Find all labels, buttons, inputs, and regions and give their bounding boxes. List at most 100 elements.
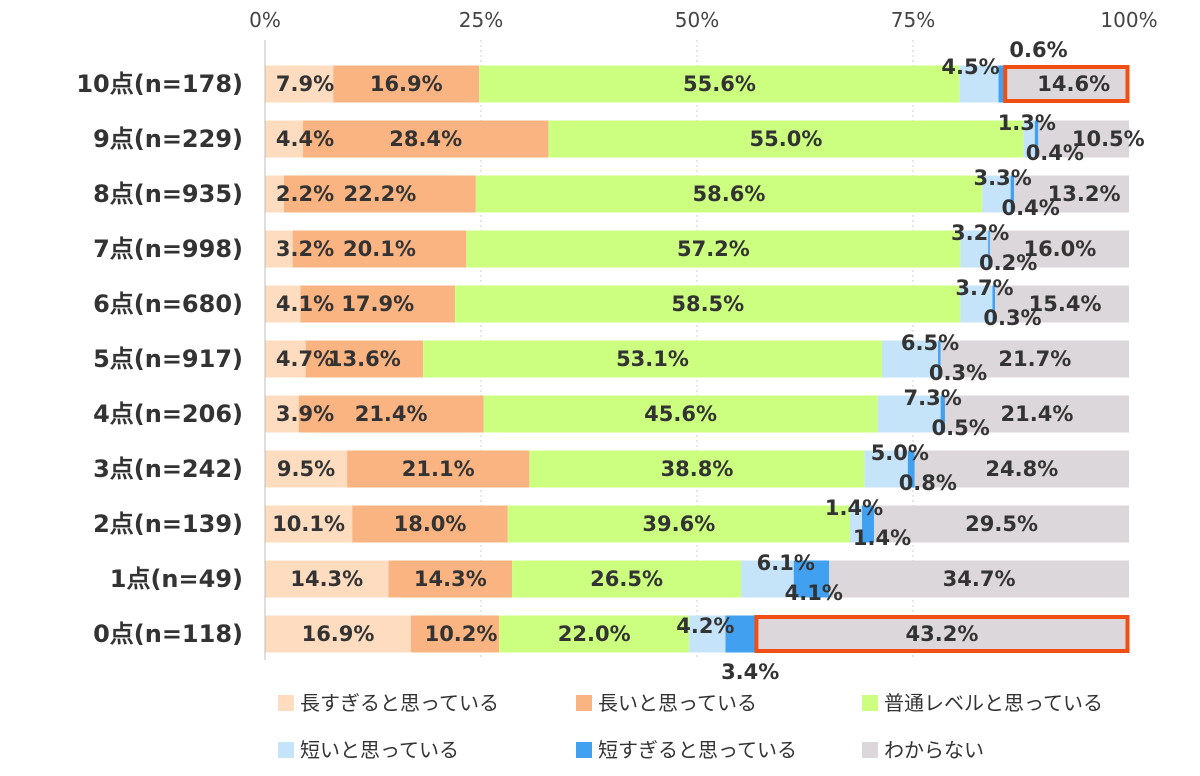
bar-segment: [754, 615, 1129, 653]
value-label: 0.5%: [932, 416, 990, 440]
category-label: 3点(n=242): [93, 455, 243, 483]
bar-segment: [352, 505, 508, 543]
category-label: 8点(n=935): [93, 180, 243, 208]
highlight-box: [1003, 65, 1130, 103]
category-label: 9点(n=229): [93, 125, 243, 153]
bar-segment: [466, 230, 961, 268]
bar-segment: [499, 615, 690, 653]
value-label: 0.3%: [929, 361, 987, 385]
bar-segment: [862, 505, 875, 543]
bar-segment: [423, 340, 882, 378]
value-label: 21.4%: [355, 402, 428, 426]
bar-segment: [1014, 175, 1129, 213]
category-label: 4点(n=206): [93, 400, 243, 428]
bar-segment: [907, 450, 915, 488]
value-label: 20.1%: [343, 237, 416, 261]
value-label: 10.5%: [1072, 127, 1145, 151]
category-label: 6点(n=680): [93, 290, 243, 318]
value-label: 58.5%: [671, 292, 744, 316]
bar-segment: [689, 615, 726, 653]
bar-segment: [998, 65, 1004, 103]
x-tick-label: 75%: [891, 8, 935, 32]
category-label: 1点(n=49): [110, 565, 243, 593]
bar-segment: [265, 560, 389, 598]
value-label: 17.9%: [341, 292, 414, 316]
bar-segment: [1010, 175, 1015, 213]
value-label: 9.5%: [277, 457, 335, 481]
bar-segment: [959, 65, 999, 103]
bar-segment: [741, 560, 794, 598]
value-label: 21.1%: [402, 457, 475, 481]
value-label: 53.1%: [616, 347, 689, 371]
value-label: 22.2%: [343, 182, 416, 206]
bar-segment: [914, 450, 1129, 488]
value-label: 4.1%: [785, 581, 843, 605]
value-label: 6.1%: [757, 551, 815, 575]
bar-segment: [989, 230, 1129, 268]
value-label: 1.4%: [825, 496, 883, 520]
value-label: 16.9%: [302, 622, 375, 646]
value-label: 10.1%: [272, 512, 345, 536]
bar-segment: [877, 395, 941, 433]
legend-label: 長すぎると思っている: [300, 691, 499, 715]
value-label: 13.2%: [1048, 182, 1121, 206]
bar-segment: [479, 65, 960, 103]
bar-segment: [1003, 65, 1129, 103]
bar-segment: [829, 560, 1129, 598]
category-label: 10点(n=178): [76, 70, 243, 98]
bar-segment: [265, 230, 293, 268]
value-label: 16.0%: [1023, 237, 1096, 261]
value-label: 4.5%: [941, 55, 999, 79]
value-label: 3.7%: [955, 276, 1013, 300]
value-label: 14.3%: [290, 567, 363, 591]
value-label: 0.3%: [983, 306, 1041, 330]
bar-segment: [265, 505, 353, 543]
x-tick-label: 0%: [249, 8, 281, 32]
value-label: 0.2%: [979, 251, 1037, 275]
bar-segment: [849, 505, 863, 543]
category-label: 0点(n=118): [93, 620, 243, 648]
value-label: 4.2%: [676, 614, 734, 638]
bar-segment: [300, 285, 456, 323]
bar-segment: [284, 175, 476, 213]
bar-segment: [333, 65, 480, 103]
value-label: 57.2%: [677, 237, 750, 261]
bar-segment: [305, 340, 424, 378]
value-label: 29.5%: [965, 512, 1038, 536]
bar-segment: [548, 120, 1024, 158]
bar-segment: [529, 450, 865, 488]
bar-segment: [944, 395, 1129, 433]
highlight-box: [754, 615, 1130, 653]
bar-segment: [475, 175, 983, 213]
bar-segment: [298, 395, 484, 433]
value-label: 38.8%: [661, 457, 734, 481]
bar-segment: [507, 505, 850, 543]
bar-segment: [940, 340, 1129, 378]
legend-swatch: [576, 742, 592, 758]
value-label: 26.5%: [590, 567, 663, 591]
value-label: 14.3%: [414, 567, 487, 591]
legend-swatch: [862, 742, 878, 758]
value-label: 2.2%: [276, 182, 334, 206]
value-label: 55.0%: [750, 127, 823, 151]
value-label: 21.7%: [998, 347, 1071, 371]
bar-segment: [265, 340, 306, 378]
value-label: 7.9%: [276, 72, 334, 96]
value-label: 3.3%: [974, 166, 1032, 190]
value-label: 24.8%: [985, 457, 1058, 481]
value-label: 13.6%: [328, 347, 401, 371]
legend-swatch: [576, 695, 592, 711]
legend-swatch: [278, 695, 294, 711]
value-label: 3.2%: [276, 237, 334, 261]
bar-segment: [793, 560, 830, 598]
bar-segment: [988, 230, 990, 268]
value-label: 4.4%: [276, 127, 334, 151]
value-label: 15.4%: [1029, 292, 1102, 316]
value-label: 34.7%: [943, 567, 1016, 591]
x-tick-label: 50%: [675, 8, 719, 32]
value-label: 6.5%: [901, 331, 959, 355]
legend-label: 短すぎると思っている: [598, 738, 797, 762]
value-label: 55.6%: [683, 72, 756, 96]
